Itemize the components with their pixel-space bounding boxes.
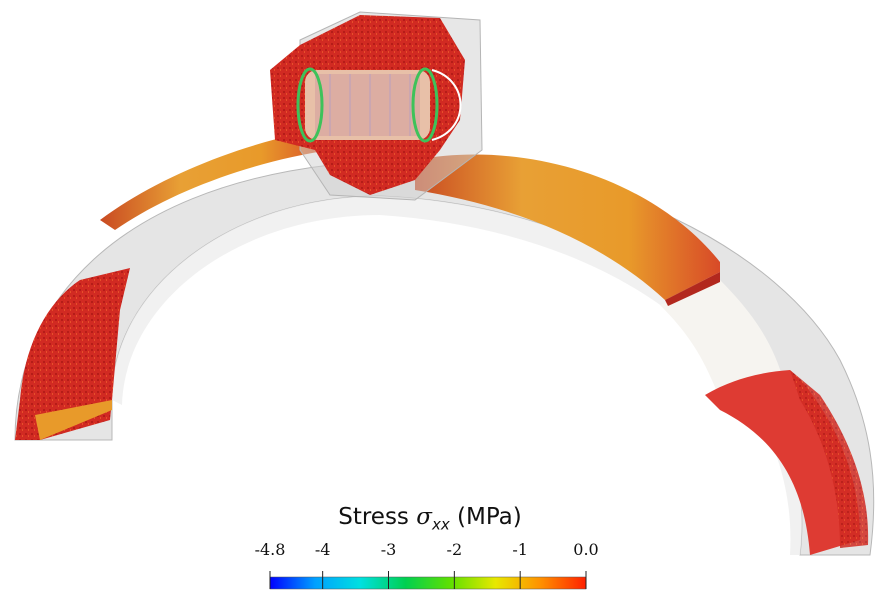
left-base-band	[35, 400, 112, 440]
colorbar-subscript: xx	[431, 515, 450, 534]
left-stress-patch	[15, 268, 130, 440]
colorbar-tick-label-4: -1	[512, 540, 528, 559]
top-band-right	[415, 154, 720, 300]
colorbar-tick-label-2: -3	[380, 540, 397, 559]
cylinder-core	[296, 67, 462, 143]
right-stress-patch-speckle	[790, 370, 869, 548]
colorbar-symbol: σ	[416, 504, 432, 530]
colorbar-title-prefix: Stress	[338, 504, 417, 530]
arch-white-gap	[660, 280, 785, 400]
colorbar-tick-label-0: -4.8	[254, 540, 286, 559]
colorbar-tick-label-1: -4	[314, 540, 331, 559]
top-band-right-edge	[665, 272, 720, 306]
colorbar-ticks	[269, 571, 587, 589]
colorbar-unit: (MPa)	[449, 504, 522, 530]
colorbar-tick-label-5: 0.0	[573, 540, 599, 559]
colorbar-title: Stress σxx (MPa)	[240, 504, 620, 534]
top-band-left	[100, 128, 330, 230]
colorbar-tick-label-3: -2	[446, 540, 463, 559]
colorbar-gradient	[269, 576, 587, 590]
